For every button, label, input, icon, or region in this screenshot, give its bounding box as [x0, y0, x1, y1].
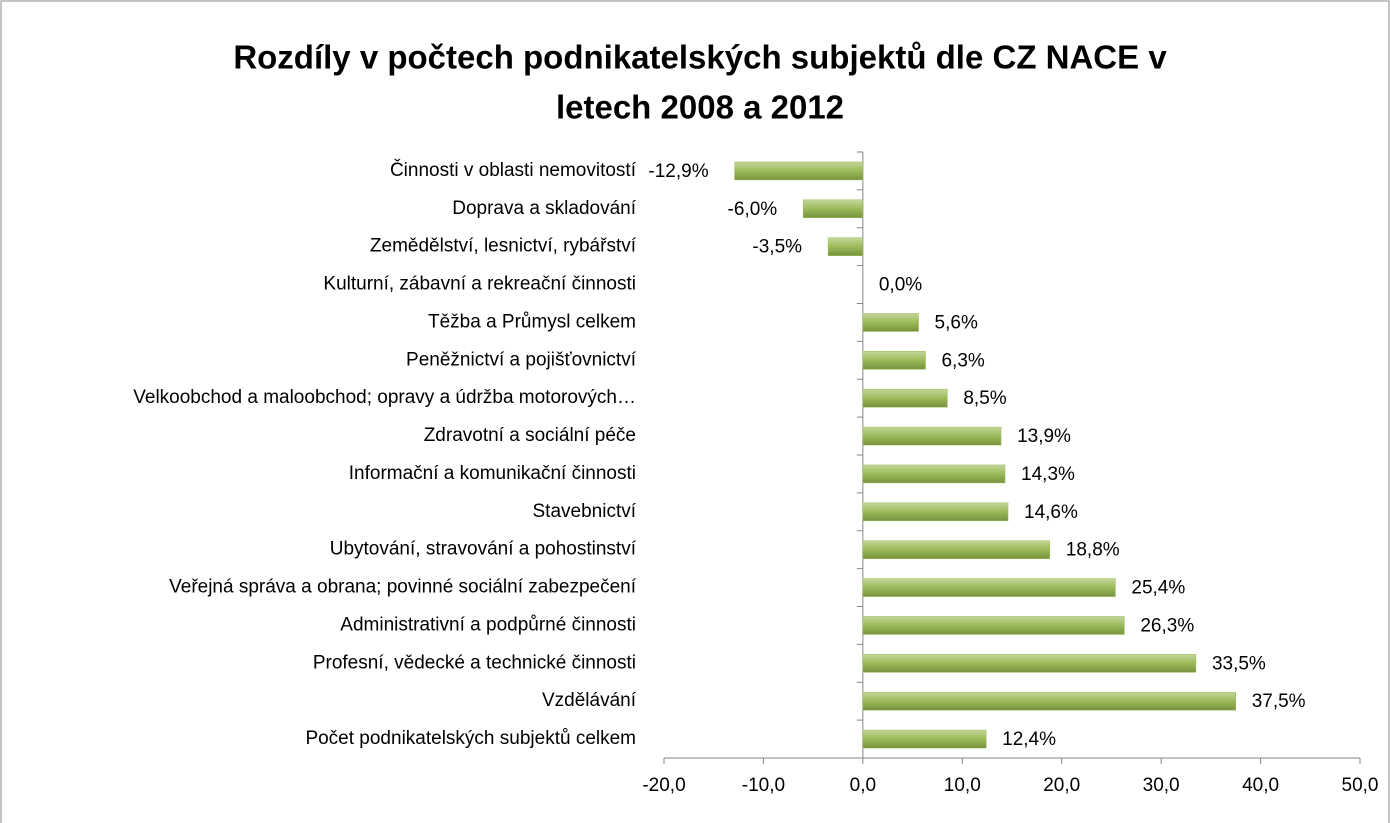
- y-tick-label: Vzdělávání: [542, 690, 637, 711]
- x-tick-label: 50,0: [1342, 775, 1379, 796]
- value-label: 6,3%: [941, 350, 984, 371]
- x-tick-label: -10,0: [742, 775, 785, 796]
- bar: [862, 313, 919, 332]
- y-tick-label: Administrativní a podpůrné činnosti: [340, 614, 636, 635]
- bar: [862, 616, 1125, 635]
- bar: [862, 578, 1116, 597]
- value-label: 14,3%: [1021, 464, 1075, 485]
- x-tick-label: 10,0: [944, 775, 981, 796]
- bar: [734, 161, 864, 181]
- value-label: 18,8%: [1066, 540, 1120, 561]
- value-label: 13,9%: [1017, 426, 1071, 447]
- value-label: 8,5%: [963, 388, 1006, 409]
- y-tick-label: Kulturní, zábavní a rekreační činnosti: [323, 274, 636, 295]
- bar: [862, 388, 948, 408]
- value-label: 12,4%: [1002, 729, 1056, 750]
- value-label: 25,4%: [1131, 578, 1185, 599]
- value-label: -3,5%: [752, 237, 802, 258]
- y-tick-label: Činnosti v oblasti nemovitostí: [390, 159, 637, 181]
- value-label: 5,6%: [935, 312, 978, 333]
- bar: [827, 237, 864, 256]
- bar: [862, 540, 1051, 559]
- value-label: 14,6%: [1024, 502, 1078, 523]
- x-tick-label: -20,0: [642, 775, 685, 796]
- value-label: -6,0%: [728, 199, 778, 220]
- y-tick-label: Těžba a Průmysl celkem: [428, 311, 636, 332]
- chart-title: Rozdíly v počtech podnikatelských subjek…: [233, 39, 1167, 76]
- value-label: 37,5%: [1252, 691, 1306, 712]
- y-tick-label: Velkoobchod a maloobchod; opravy a údržb…: [133, 387, 636, 408]
- bar: [862, 502, 1009, 522]
- bar: [862, 729, 987, 749]
- bar: [862, 426, 1002, 446]
- x-tick-label: 0,0: [850, 775, 876, 796]
- y-tick-label: Peněžnictví a pojišťovnictví: [406, 349, 637, 370]
- y-tick-label: Stavebnictví: [533, 501, 637, 522]
- x-tick-label: 30,0: [1143, 775, 1180, 796]
- bar: [862, 464, 1006, 484]
- y-tick-label: Zdravotní a sociální péče: [424, 425, 636, 446]
- y-tick-label: Počet podnikatelských subjektů celkem: [305, 728, 636, 749]
- x-tick-label: 20,0: [1043, 775, 1080, 796]
- x-tick-label: 40,0: [1242, 775, 1279, 796]
- y-tick-label: Ubytování, stravování a pohostinství: [330, 539, 637, 560]
- bar: [802, 199, 864, 219]
- bar: [862, 351, 926, 370]
- chart-title: letech 2008 a 2012: [556, 89, 844, 126]
- value-label: -12,9%: [648, 161, 708, 182]
- value-label: 33,5%: [1212, 653, 1266, 674]
- y-tick-label: Informační a komunikační činnosti: [349, 463, 636, 484]
- value-label: 26,3%: [1140, 615, 1194, 636]
- y-tick-label: Doprava a skladování: [452, 198, 636, 219]
- bar: [862, 691, 1236, 711]
- y-tick-label: Zemědělství, lesnictví, rybářství: [370, 236, 637, 257]
- y-tick-label: Veřejná správa a obrana; povinné sociáln…: [169, 577, 637, 598]
- value-label: 0,0%: [879, 275, 922, 296]
- y-tick-label: Profesní, vědecké a technické činnosti: [313, 652, 636, 673]
- bar: [862, 654, 1197, 673]
